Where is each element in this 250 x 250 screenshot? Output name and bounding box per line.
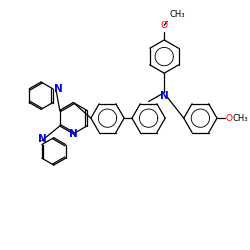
Text: N: N xyxy=(54,84,63,94)
Text: N: N xyxy=(160,91,168,101)
Text: CH₃: CH₃ xyxy=(169,10,184,20)
Text: N: N xyxy=(69,129,78,139)
Text: O: O xyxy=(226,114,233,123)
Text: CH₃: CH₃ xyxy=(233,114,248,123)
Text: O: O xyxy=(161,21,168,30)
Text: N: N xyxy=(38,134,46,143)
